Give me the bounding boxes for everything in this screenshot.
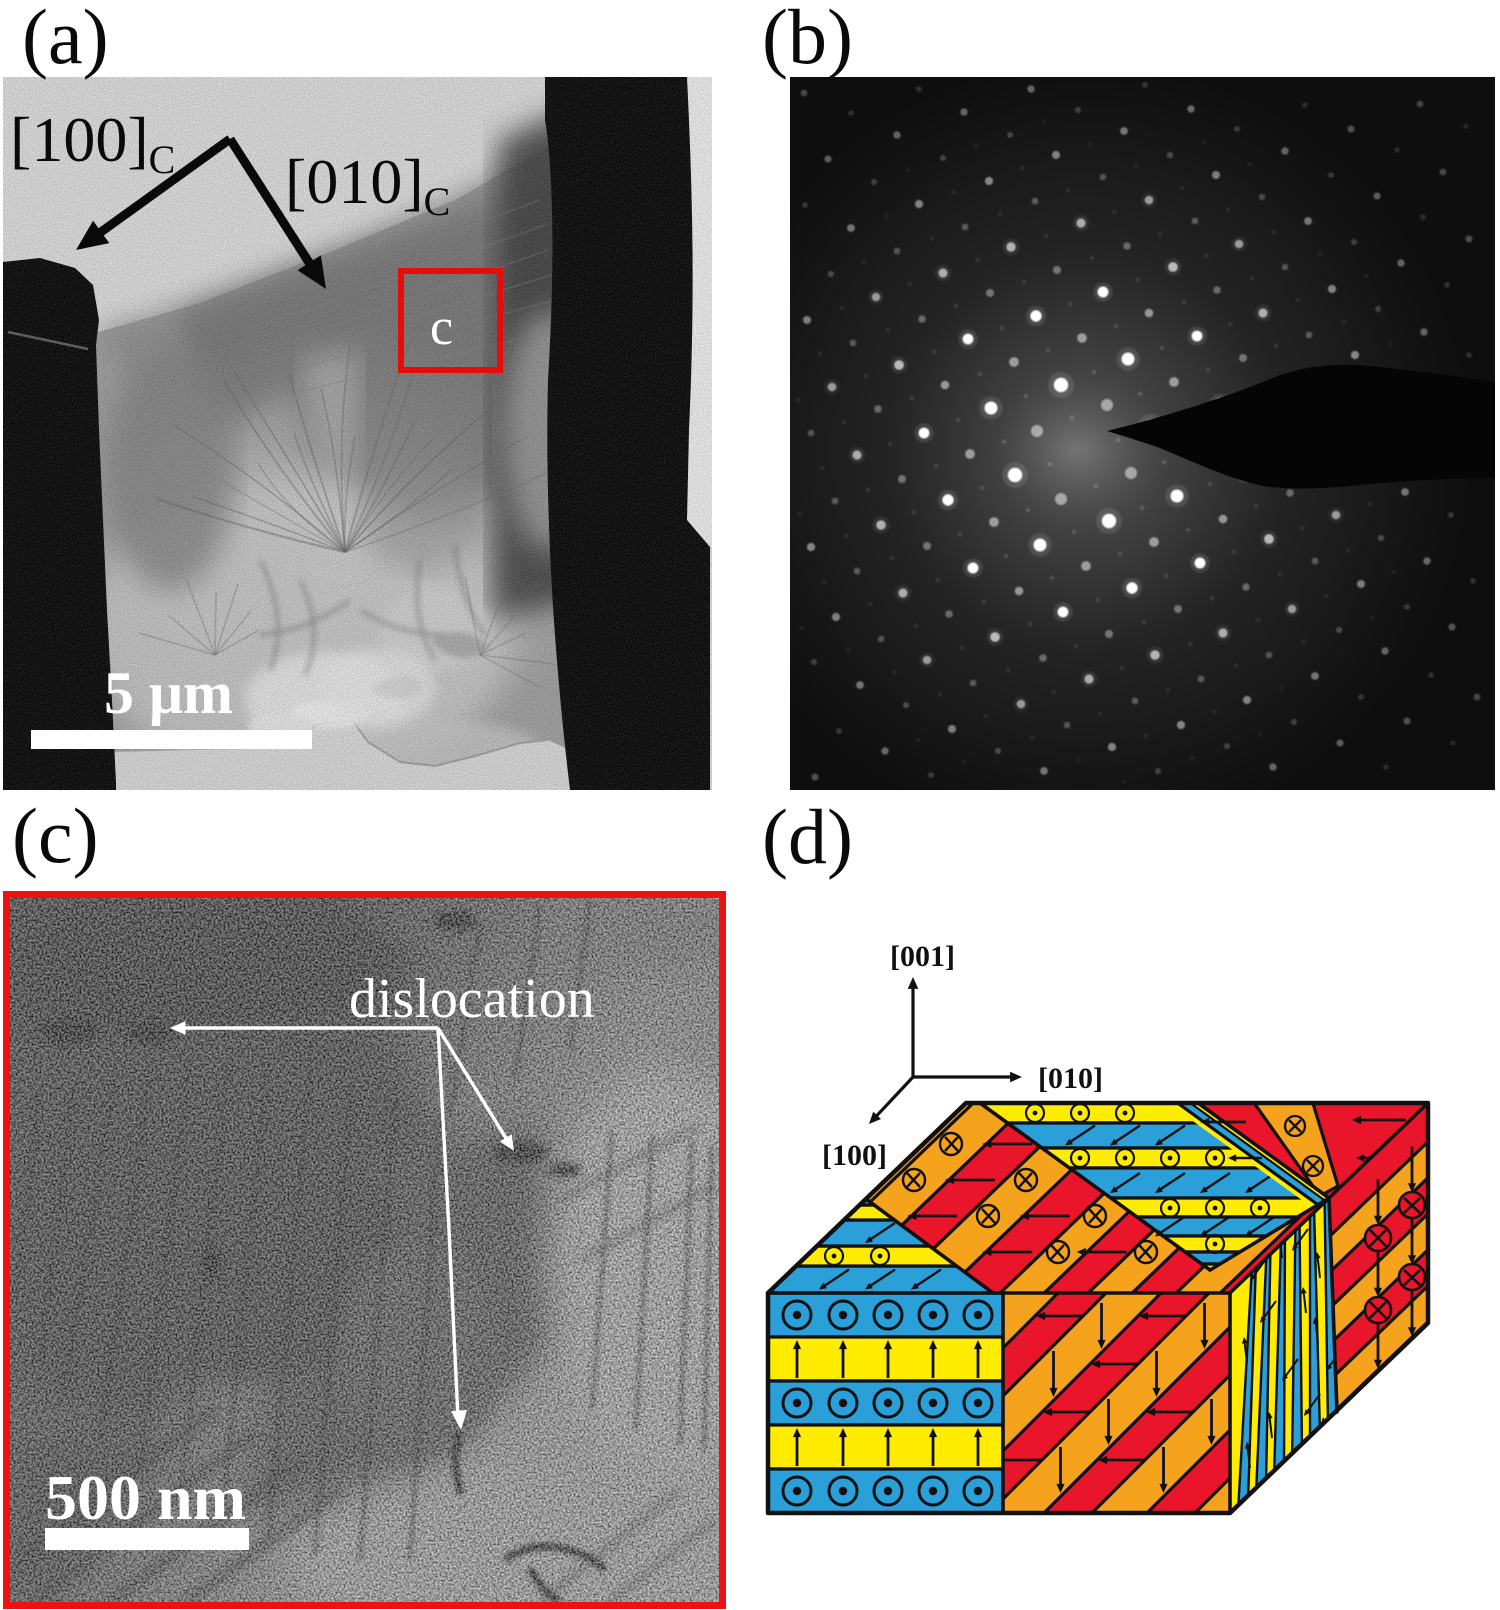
svg-text:[100]: [100] [822,1139,887,1172]
svg-text:5 μm: 5 μm [104,660,233,726]
svg-text:[001]: [001] [890,940,955,973]
svg-text:c: c [430,299,453,356]
svg-text:[010]: [010] [1038,1062,1103,1095]
svg-text:500 nm: 500 nm [45,1462,246,1533]
svg-text:[100]C: [100]C [10,104,175,182]
svg-text:[010]C: [010]C [285,146,450,224]
svg-text:dislocation: dislocation [349,968,595,1030]
